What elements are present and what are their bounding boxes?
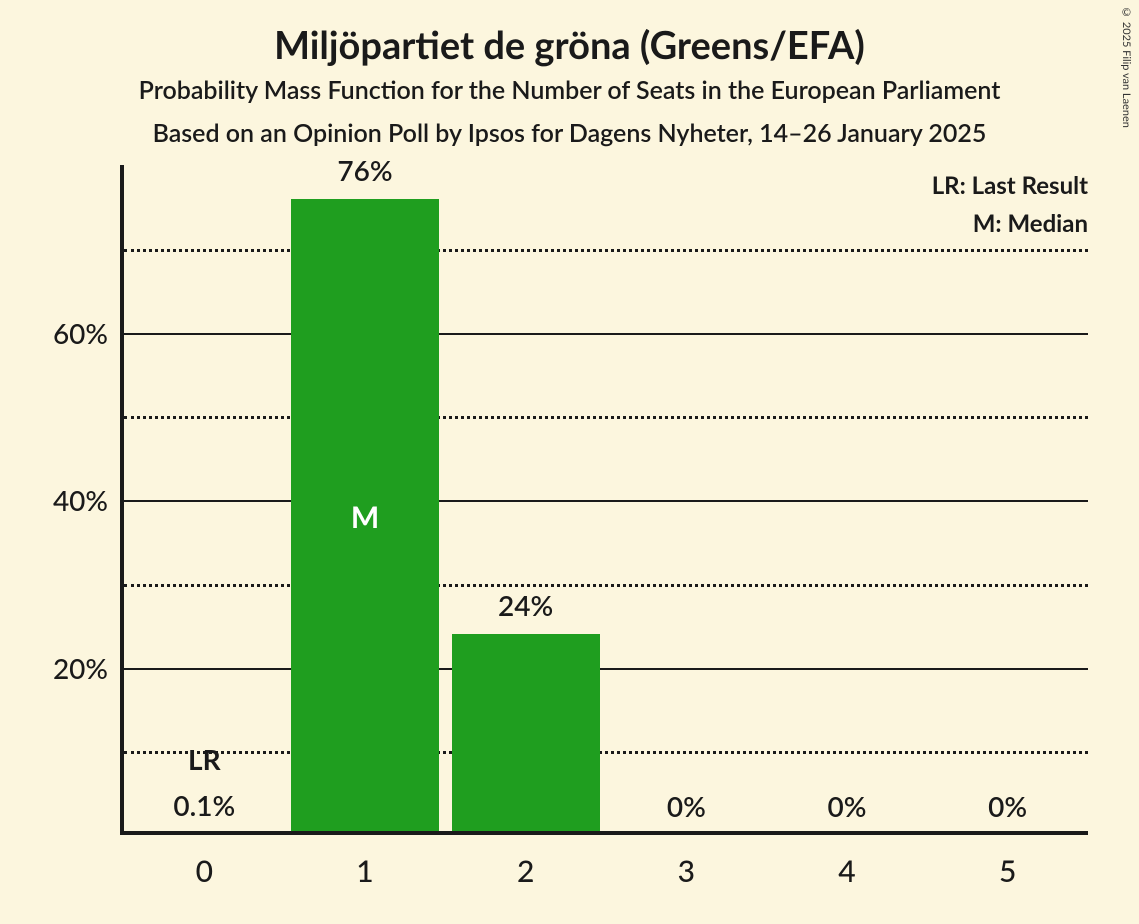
gridline-major xyxy=(124,500,1088,502)
x-tick-label: 4 xyxy=(838,853,855,889)
bar-value-label: 0% xyxy=(828,789,867,823)
x-tick-label: 0 xyxy=(196,853,213,889)
gridline-minor xyxy=(124,584,1088,587)
gridline-minor xyxy=(124,249,1088,252)
gridline-major xyxy=(124,333,1088,335)
gridline-minor xyxy=(124,751,1088,754)
x-axis xyxy=(120,831,1088,835)
chart-title: Miljöpartiet de gröna (Greens/EFA) xyxy=(0,22,1139,68)
bar-value-label: 76% xyxy=(337,153,392,187)
chart-container: Miljöpartiet de gröna (Greens/EFA) Proba… xyxy=(0,0,1139,924)
plot-area: 0.1%LR76%M24%0%0%0% xyxy=(120,165,1088,835)
legend-median: M: Median xyxy=(973,209,1088,238)
x-tick-label: 1 xyxy=(356,853,373,889)
lr-marker: LR xyxy=(188,742,221,776)
legend-last-result: LR: Last Result xyxy=(932,171,1088,200)
chart-subtitle-2: Based on an Opinion Poll by Ipsos for Da… xyxy=(0,118,1139,148)
y-tick-label: 60% xyxy=(53,316,108,350)
gridline-minor xyxy=(124,416,1088,419)
bar-value-label: 0.1% xyxy=(173,788,235,822)
x-tick-label: 3 xyxy=(678,853,695,889)
gridline-major xyxy=(124,668,1088,670)
bar-value-label: 24% xyxy=(498,588,553,622)
chart-subtitle-1: Probability Mass Function for the Number… xyxy=(0,75,1139,105)
bar-value-label: 0% xyxy=(988,789,1027,823)
y-tick-label: 20% xyxy=(53,651,108,685)
median-marker: M xyxy=(351,499,379,535)
bar xyxy=(452,634,600,831)
bar-value-label: 0% xyxy=(667,789,706,823)
x-tick-label: 2 xyxy=(517,853,534,889)
y-tick-label: 40% xyxy=(53,483,108,517)
copyright-label: © 2025 Filip van Laenen xyxy=(1120,6,1133,128)
x-tick-label: 5 xyxy=(999,853,1016,889)
